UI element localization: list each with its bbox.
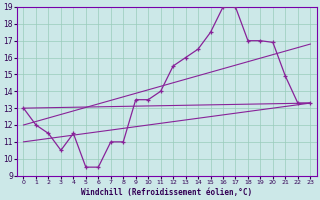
X-axis label: Windchill (Refroidissement éolien,°C): Windchill (Refroidissement éolien,°C) — [81, 188, 252, 197]
